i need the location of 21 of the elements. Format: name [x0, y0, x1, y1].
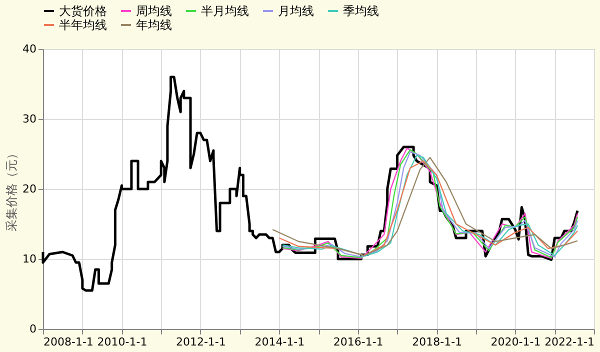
legend-label: 月均线 [278, 4, 314, 18]
legend-label: 半年均线 [59, 18, 107, 32]
y-tick-label: 30 [22, 112, 36, 126]
x-tick-label: 2020-1-1 [490, 336, 541, 348]
y-tick-label: 10 [22, 252, 36, 266]
legend-label: 年均线 [136, 18, 172, 32]
y-tick-label: 40 [22, 42, 36, 56]
legend-label: 季均线 [343, 4, 379, 18]
legend-label: 半月均线 [201, 4, 249, 18]
x-tick-label: 2010-1-1 [97, 336, 148, 348]
legend-label: 大货价格 [59, 4, 107, 18]
x-tick-label: 2008-1-1 [44, 336, 94, 348]
legend-label: 周均线 [136, 4, 172, 18]
y-axis-title: 采集价格（元） [4, 148, 19, 232]
x-tick-label: 2018-1-1 [412, 336, 462, 348]
x-tick-label: 2012-1-1 [176, 336, 226, 348]
y-tick-label: 20 [22, 182, 36, 196]
x-tick-label: 2022-1-1 [544, 336, 594, 348]
x-tick-label: 2016-1-1 [333, 336, 384, 348]
x-tick-label: 2014-1-1 [254, 336, 305, 348]
y-tick-label: 0 [30, 322, 36, 336]
